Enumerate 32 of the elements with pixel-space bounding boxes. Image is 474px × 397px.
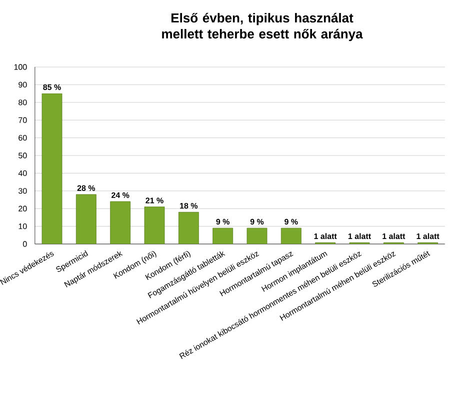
data-label: 1 alatt — [314, 233, 337, 240]
y-tick-label: 80 — [18, 100, 27, 106]
data-label: 1 alatt — [382, 233, 406, 240]
bar — [178, 212, 199, 244]
data-label: 9 % — [284, 218, 298, 225]
data-label: 9 % — [250, 218, 264, 225]
y-tick-label: 20 — [18, 206, 27, 212]
data-label: 21 % — [146, 198, 164, 204]
y-tick-label: 10 — [18, 223, 27, 230]
y-tick-label: 100 — [14, 64, 27, 70]
y-tick-label: 30 — [18, 188, 27, 194]
y-tick-label: 50 — [18, 152, 27, 158]
y-tick-label: 0 — [22, 241, 27, 247]
chart-title: Első évben, tipikus használat mellett teherbe esett nők aránya — [162, 12, 363, 42]
y-tick-label: 60 — [18, 134, 27, 141]
bar — [110, 201, 131, 244]
y-tick-label: 40 — [18, 170, 27, 176]
data-label: 1 alatt — [416, 233, 440, 240]
data-label: 28 % — [77, 185, 96, 191]
y-tick-label: 90 — [18, 82, 27, 88]
bar — [212, 228, 234, 244]
data-label: 18 % — [180, 202, 198, 209]
data-label: 85 % — [43, 84, 61, 90]
data-label: 24 % — [112, 192, 130, 198]
bar — [246, 228, 268, 244]
bar — [280, 228, 302, 244]
data-label: 1 alatt — [348, 233, 371, 240]
bar — [144, 206, 165, 244]
bar — [42, 93, 62, 244]
y-tick-label: 70 — [18, 117, 27, 123]
bar — [76, 194, 96, 244]
data-label: 9 % — [216, 218, 230, 225]
